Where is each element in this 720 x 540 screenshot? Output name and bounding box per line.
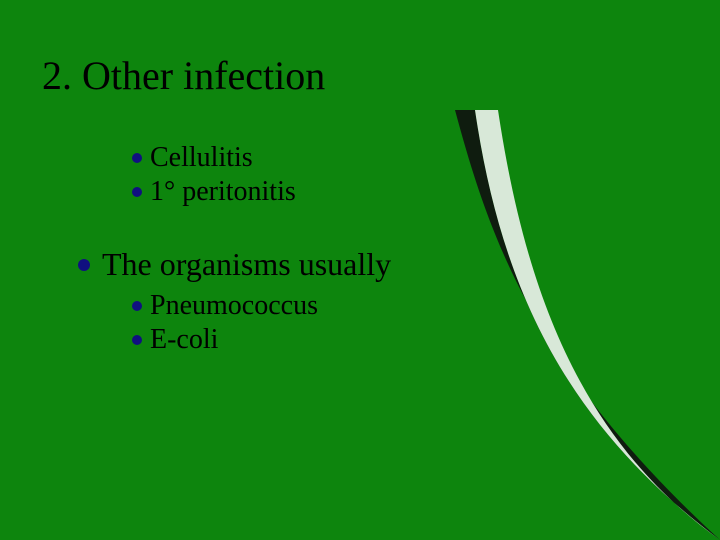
bullet-row-level2: E-coli — [132, 324, 218, 356]
bullet-row-level1: The organisms usually — [78, 246, 391, 283]
bullet-text: Cellulitis — [150, 142, 253, 174]
bullet-dot-icon — [132, 187, 142, 197]
bullet-dot-icon — [132, 335, 142, 345]
bullet-dot-icon — [132, 301, 142, 311]
bullet-row-level2: Cellulitis — [132, 142, 253, 174]
bullet-row-level2: 1° peritonitis — [132, 176, 296, 208]
bullet-row-level2: Pneumococcus — [132, 290, 318, 322]
bullet-text: Pneumococcus — [150, 290, 318, 322]
bullet-text: 1° peritonitis — [150, 176, 296, 208]
swoosh-light — [475, 110, 720, 540]
bullet-dot-icon — [78, 259, 90, 271]
bullet-text: The organisms usually — [102, 246, 391, 283]
bullet-text: E-coli — [150, 324, 218, 356]
decorative-swoosh — [370, 110, 720, 540]
bullet-dot-icon — [132, 153, 142, 163]
slide-title: 2. Other infection — [42, 52, 325, 99]
slide: 2. Other infection Cellulitis1° peritoni… — [0, 0, 720, 540]
